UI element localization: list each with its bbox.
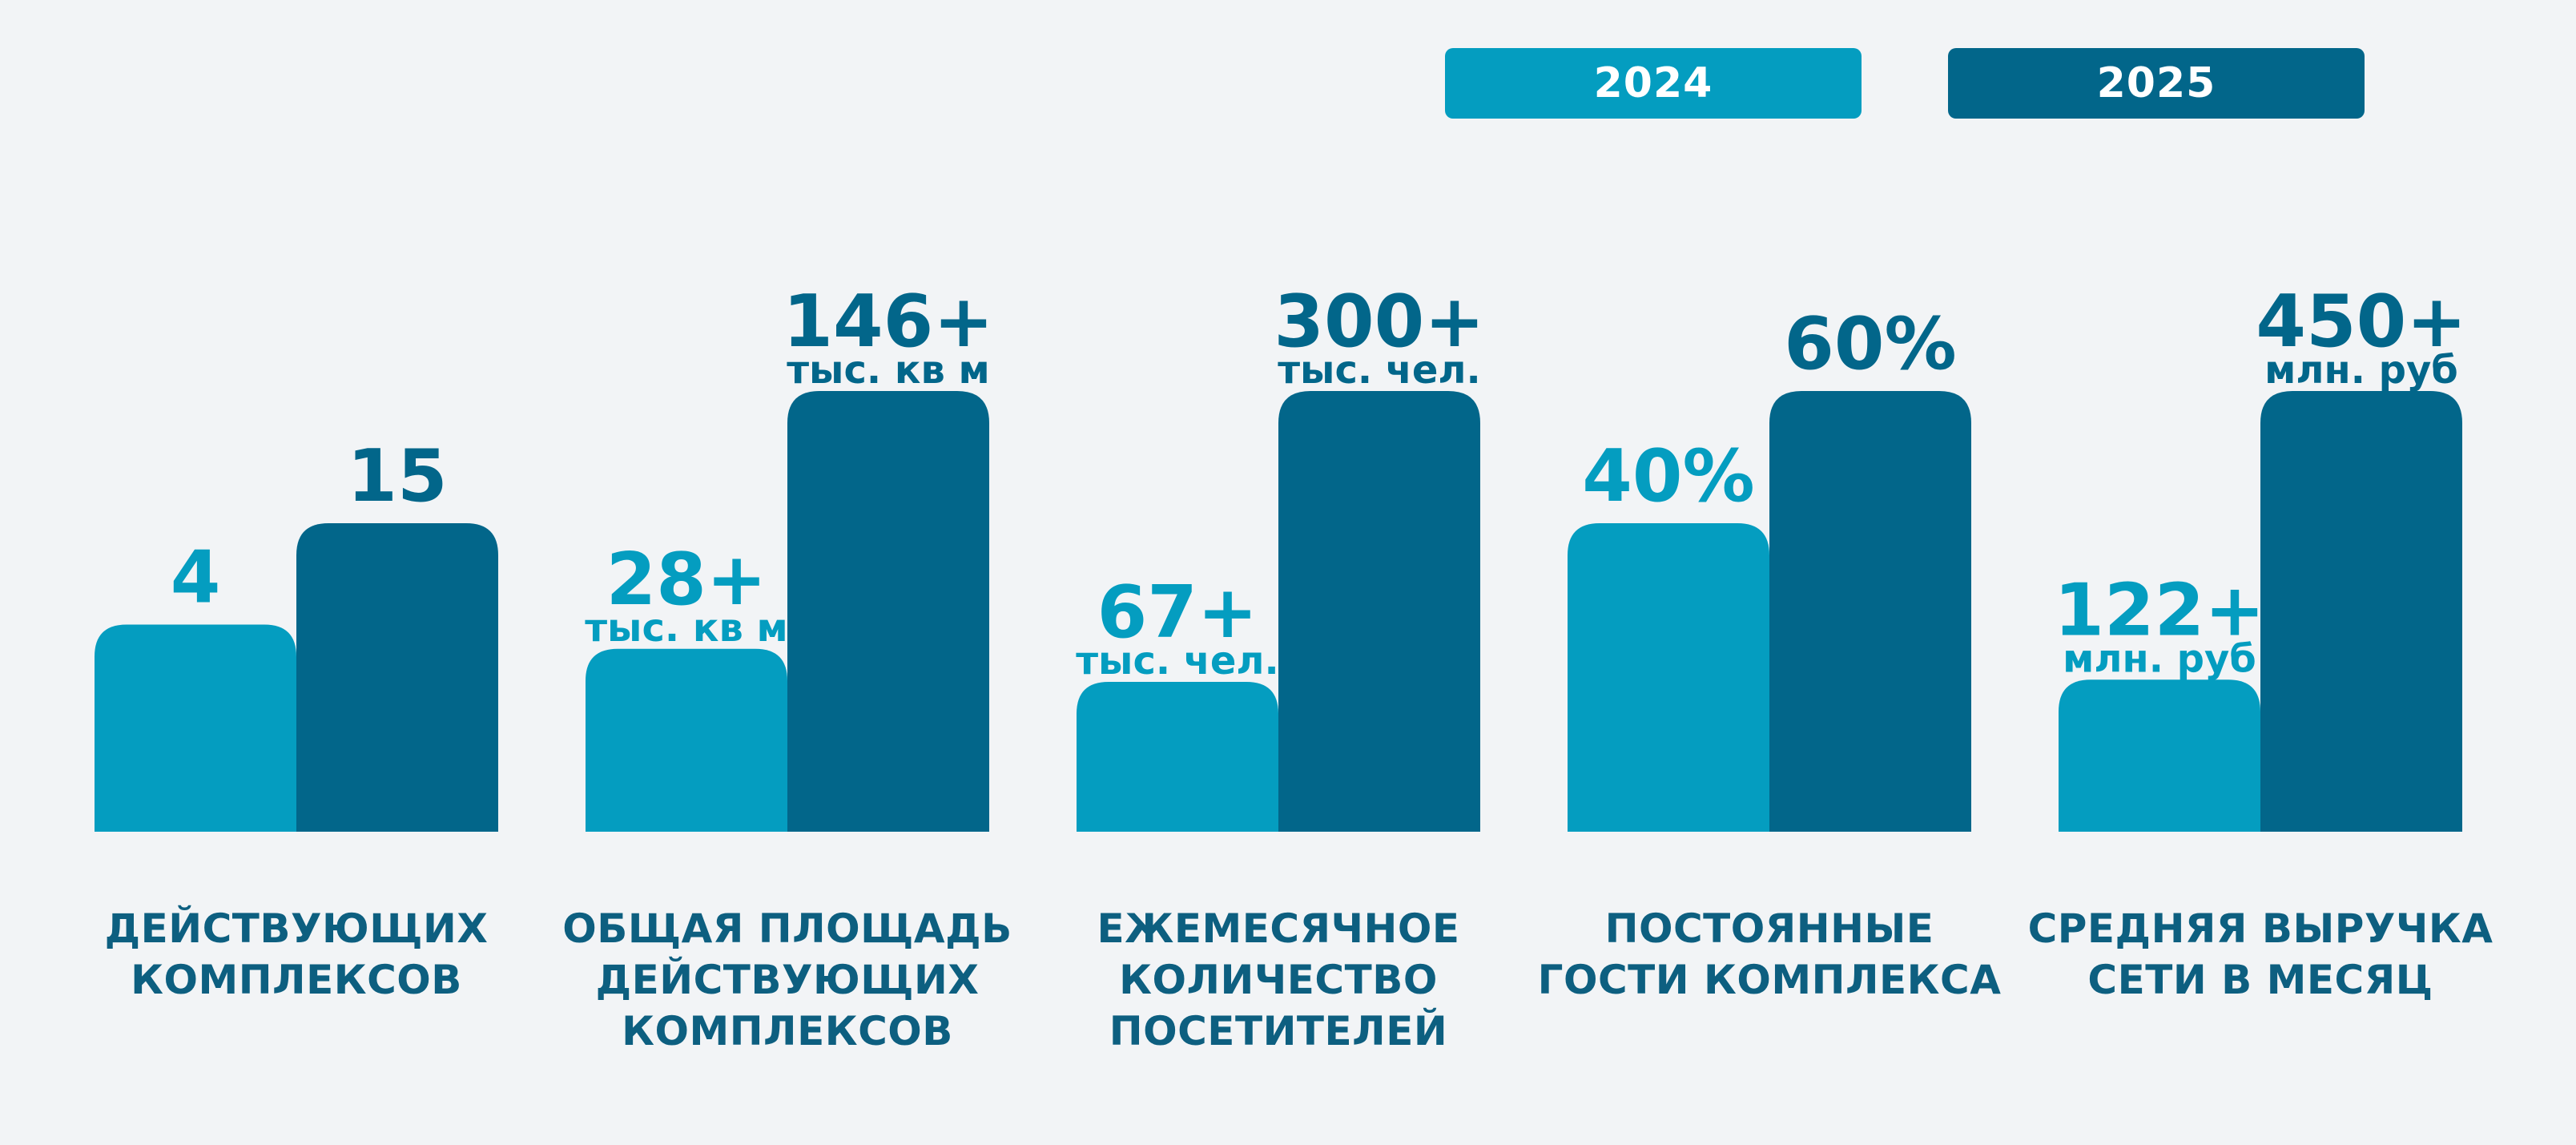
bar-2025-category-2 — [787, 391, 989, 832]
category-label-3-line-1: ЕЖЕМЕСЯЧНОЕ — [1097, 905, 1459, 952]
data-unit-2025-category-2: тыс. кв м — [787, 348, 990, 393]
data-label-2025-category-5: 450+ — [2256, 280, 2466, 364]
bar-2025-category-1 — [296, 523, 498, 832]
data-label-2024-category-2: 28+ — [606, 538, 767, 622]
data-unit-2025-category-5: млн. руб — [2264, 348, 2458, 393]
bar-2024-category-3 — [1077, 682, 1278, 832]
data-unit-2024-category-5: млн. руб — [2063, 636, 2256, 681]
category-label-2-line-2: ДЕЙСТВУЮЩИХ — [596, 956, 980, 1003]
category-label-4-line-1: ПОСТОЯННЫЕ — [1605, 905, 1934, 952]
category-label-2-line-3: КОМПЛЕКСОВ — [622, 1008, 953, 1054]
data-label-2025-category-4: 60% — [1784, 302, 1956, 386]
category-label-4-line-2: ГОСТИ КОМПЛЕКСА — [1538, 957, 2002, 1003]
data-label-2025-category-2: 146+ — [783, 280, 993, 364]
category-label-5-line-1: СРЕДНЯЯ ВЫРУЧКА — [2028, 905, 2493, 952]
data-label-2025-category-1: 15 — [347, 434, 447, 518]
legend-item-2024: 2024 — [1445, 48, 1862, 119]
legend-item-2025: 2025 — [1948, 48, 2365, 119]
category-3-group: 67+тыс. чел.300+тыс. чел.ЕЖЕМЕСЯЧНОЕКОЛИ… — [1076, 280, 1484, 1054]
category-label-1-line-1: ДЕЙСТВУЮЩИХ — [105, 905, 489, 952]
category-label-5-line-2: СЕТИ В МЕСЯЦ — [2087, 957, 2433, 1003]
bar-2025-category-3 — [1278, 391, 1480, 832]
category-label-3-line-3: ПОСЕТИТЕЛЕЙ — [1109, 1007, 1447, 1054]
bar-2024-category-2 — [586, 648, 787, 832]
data-label-2024-category-3: 67+ — [1097, 570, 1258, 655]
category-1-group: 4 15 ДЕЙСТВУЮЩИХ КОМПЛЕКСОВ — [95, 434, 498, 1003]
category-label-3-line-2: КОЛИЧЕСТВО — [1119, 957, 1438, 1003]
bar-2024-category-4 — [1568, 523, 1769, 832]
data-label-2025-category-3: 300+ — [1274, 280, 1484, 364]
data-unit-2025-category-3: тыс. чел. — [1278, 348, 1481, 393]
category-label-1-line-2: КОМПЛЕКСОВ — [131, 957, 462, 1003]
bar-2024-category-5 — [2059, 679, 2260, 832]
bar-2024-category-1 — [95, 624, 296, 832]
category-4-group: 40% 60% ПОСТОЯННЫЕ ГОСТИ КОМПЛЕКСА — [1538, 302, 2002, 1003]
bar-2025-category-5 — [2260, 391, 2462, 832]
data-unit-2024-category-3: тыс. чел. — [1076, 639, 1279, 683]
data-label-2024-category-1: 4 — [171, 536, 221, 620]
category-label-2-line-1: ОБЩАЯ ПЛОЩАДЬ — [562, 905, 1012, 952]
data-label-2024-category-5: 122+ — [2054, 568, 2264, 652]
data-unit-2024-category-2: тыс. кв м — [585, 606, 788, 651]
data-label-2024-category-4: 40% — [1582, 434, 1754, 518]
bar-2025-category-4 — [1769, 391, 1971, 832]
